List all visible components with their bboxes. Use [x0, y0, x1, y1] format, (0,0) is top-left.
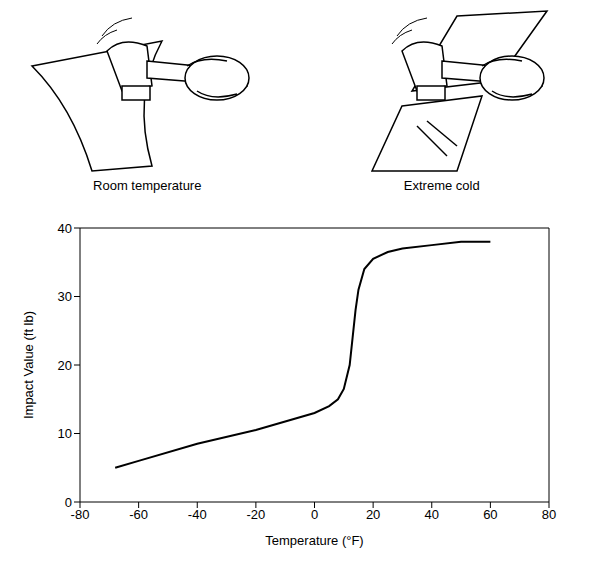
svg-text:20: 20 [366, 507, 380, 522]
svg-text:20: 20 [58, 358, 72, 373]
html-text:Room temperature: Room temperature [93, 178, 202, 193]
svg-text:80: 80 [542, 507, 556, 522]
svg-text:40: 40 [425, 507, 439, 522]
svg-text:30: 30 [58, 289, 72, 304]
svg-text:-80: -80 [71, 507, 90, 522]
svg-text:60: 60 [483, 507, 497, 522]
svg-text:0: 0 [311, 507, 318, 522]
svg-text:40: 40 [58, 221, 72, 236]
html-text:Extreme cold: Extreme cold [403, 178, 480, 193]
svg-text:-40: -40 [188, 507, 207, 522]
svg-text:Temperature (°F): Temperature (°F) [265, 533, 363, 548]
svg-text:-60: -60 [129, 507, 148, 522]
svg-text:-20: -20 [246, 507, 265, 522]
svg-text:10: 10 [58, 426, 72, 441]
svg-text:0: 0 [65, 495, 72, 510]
svg-text:Impact Value (ft lb): Impact Value (ft lb) [21, 311, 36, 419]
